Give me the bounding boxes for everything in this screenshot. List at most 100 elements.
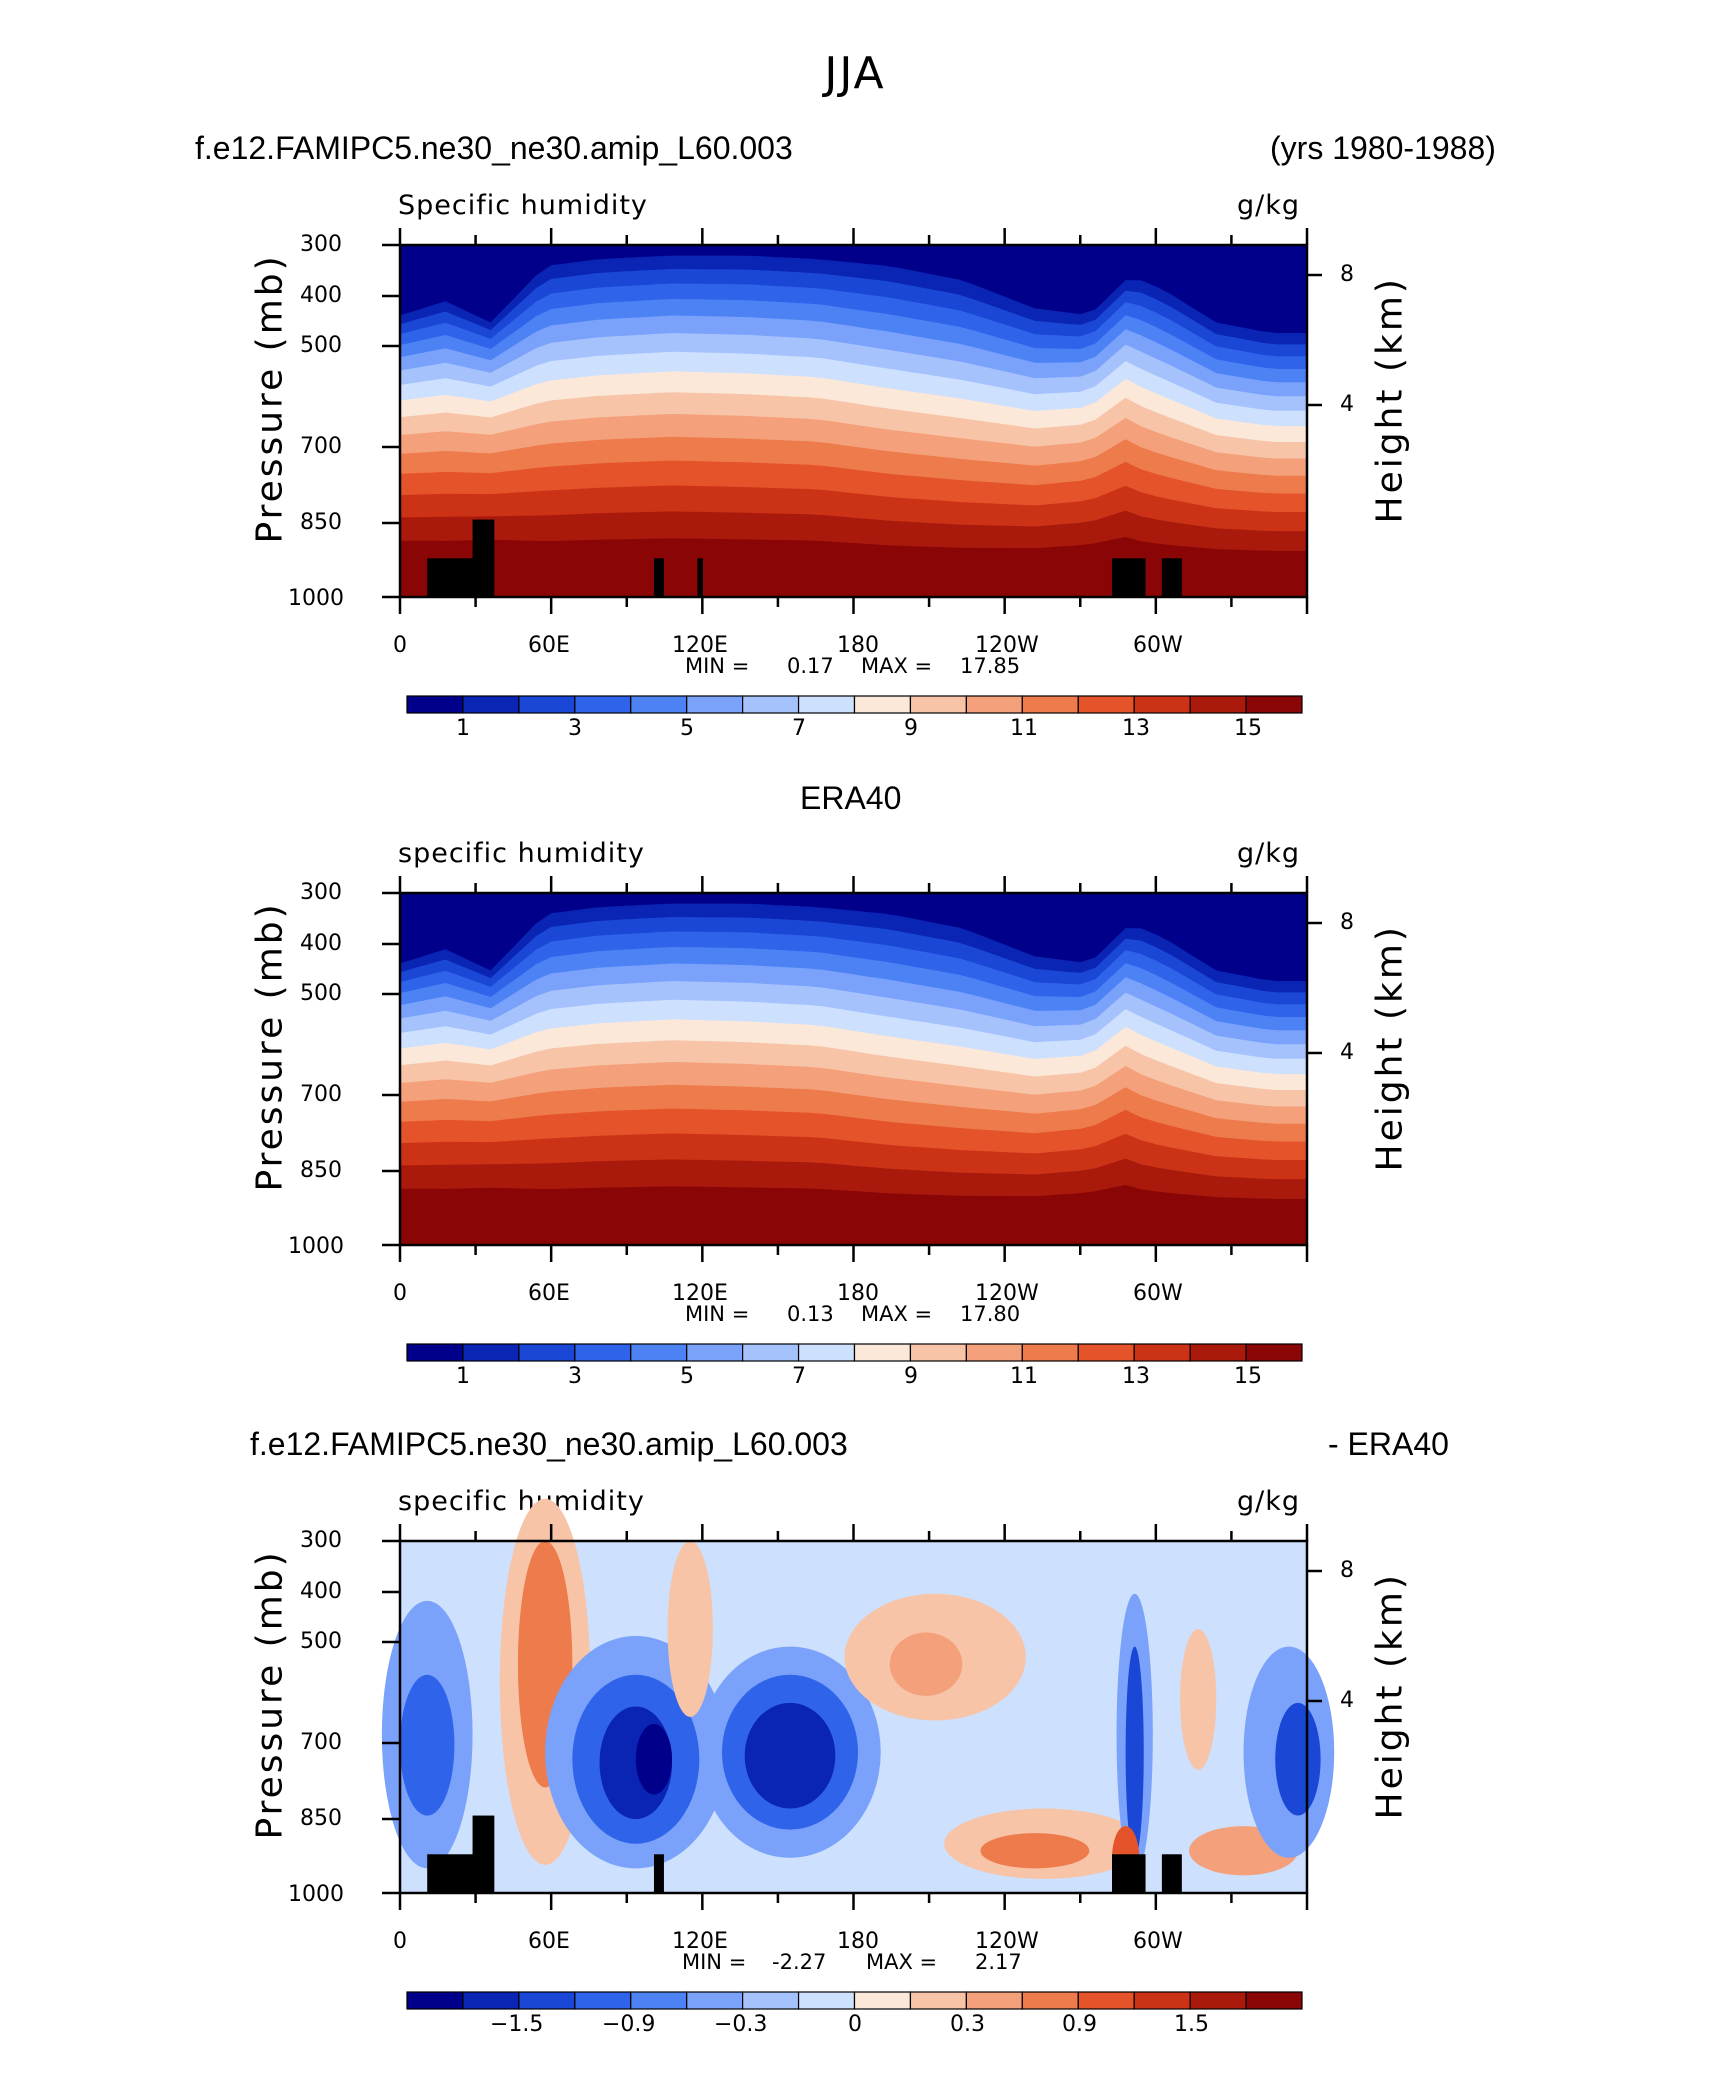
panel-1-xtick-0: 0 (393, 633, 407, 658)
panel-1-contour-field (400, 245, 1307, 597)
panel-3-units: g/kg (1237, 1486, 1301, 1517)
panel-1-colorbar-swatch (965, 695, 1023, 714)
panel-1-xtick-120w: 120W (975, 633, 1039, 658)
panel-2-subtitle: specific humidity (398, 838, 645, 869)
panel-2-colorbar-swatch (406, 1343, 464, 1362)
panel-3-ytick-1000: 1000 (288, 1882, 344, 1907)
panel-3-contour-blob (667, 1541, 713, 1717)
panel-3-ytick-700: 700 (300, 1730, 342, 1755)
panel-2-cbar-label-5: 5 (680, 1364, 694, 1389)
panel-1-colorbar-swatch (630, 695, 688, 714)
panel-1-colorbar-swatch (909, 695, 967, 714)
panel-2-xtick-180: 180 (837, 1281, 879, 1306)
panel-3-rtick-4: 4 (1340, 1688, 1354, 1713)
panel-2-cbar-label-13: 13 (1122, 1364, 1150, 1389)
panel-3-cbar-label-m0.3: −0.3 (714, 2012, 768, 2037)
panel-2-band-15 (400, 1184, 1307, 1245)
panel-3-contour-blob (635, 1724, 673, 1795)
panel-1-topography-mask (427, 558, 480, 597)
panel-2-colorbar-swatch (853, 1343, 912, 1362)
panel-2-max-label: MAX = (861, 1302, 933, 1326)
panel-1-colorbar-swatch (1021, 695, 1079, 714)
panel-2-colorbar-swatch (965, 1343, 1023, 1362)
panel-1-colorbar-swatch (742, 695, 800, 714)
panel-3-rtick-8: 8 (1340, 1558, 1354, 1583)
panel-3-topography-mask (1161, 1854, 1182, 1893)
panel-2-xtick-0: 0 (393, 1281, 407, 1306)
panel-3-colorbar-swatch (1077, 1991, 1135, 2010)
panel-1-colorbar-swatch (462, 695, 520, 714)
panel-2-cbar-label-1: 1 (456, 1364, 470, 1389)
panel-1-colorbar-swatch (518, 695, 576, 714)
panel-3-cbar-label-1.5: 1.5 (1174, 2012, 1209, 2037)
panel-1-cbar-label-11: 11 (1010, 716, 1038, 741)
panel-3-topography-mask (427, 1854, 480, 1893)
panel-3-colorbar-swatch (630, 1991, 688, 2010)
panel-2-ytick-700: 700 (300, 1082, 342, 1107)
panel-2-cbar-label-9: 9 (904, 1364, 918, 1389)
panel-3-contour-blob (889, 1632, 963, 1696)
panel-3-ytick-500: 500 (300, 1629, 342, 1654)
panel-1-ytick-700: 700 (300, 434, 342, 459)
panel-1-colorbar-swatch (797, 695, 856, 714)
panel-3-cbar-label-0.3: 0.3 (950, 2012, 985, 2037)
panel-1-ytick-1000: 1000 (288, 586, 344, 611)
panel-2-ytick-500: 500 (300, 981, 342, 1006)
panel-3-colorbar-swatch (1021, 1991, 1079, 2010)
panel-3-colorbar-swatch (797, 1991, 856, 2010)
panel-3-heading-left: f.e12.FAMIPC5.ne30_ne30.amip_L60.003 (250, 1426, 848, 1462)
panel-3-cbar-label-m1.5: −1.5 (490, 2012, 544, 2037)
panel-3-contour-blob (1180, 1629, 1217, 1770)
panel-2-colorbar-swatch (462, 1343, 520, 1362)
panel-3-topography-mask (1111, 1854, 1146, 1893)
panel-1-min-value: 0.17 (787, 654, 834, 678)
panel-3-colorbar-swatch (1189, 1991, 1247, 2010)
panel-2-colorbar-swatch (797, 1343, 856, 1362)
panel-1-units: g/kg (1237, 190, 1301, 221)
panel-1-ytick-850: 850 (300, 510, 342, 535)
panel-1-colorbar-swatch (1189, 695, 1247, 714)
figure-title: JJA (824, 48, 886, 99)
panel-2-cbar-label-3: 3 (568, 1364, 582, 1389)
panel-3-xtick-120w: 120W (975, 1929, 1039, 1954)
panel-3-colorbar-swatch (462, 1991, 520, 2010)
panel-2-xtick-120w: 120W (975, 1281, 1039, 1306)
panel-2-ytick-1000: 1000 (288, 1234, 344, 1259)
panel-3-ytick-850: 850 (300, 1806, 342, 1831)
panel-2-ytick-300: 300 (300, 880, 342, 905)
panel-2-colorbar-swatch (574, 1343, 632, 1362)
panel-1-ytick-300: 300 (300, 232, 342, 257)
panel-2-xtick-60w: 60W (1133, 1281, 1183, 1306)
panel-3-contour-field (381, 1498, 1335, 1893)
panel-2-colorbar-swatch (630, 1343, 688, 1362)
panel-2-xtick-60e: 60E (528, 1281, 570, 1306)
panel-1-colorbar-swatch (1245, 695, 1303, 714)
panel-3-xtick-0: 0 (393, 1929, 407, 1954)
panel-2-min-label: MIN = (685, 1302, 750, 1326)
panel-2-colorbar-swatch (1245, 1343, 1303, 1362)
panel-1-topography-mask (1111, 558, 1146, 597)
panel-1-topography-mask (653, 558, 664, 597)
panel-3-xtick-120e: 120E (672, 1929, 728, 1954)
panel-3-colorbar-swatch (742, 1991, 800, 2010)
panel-2-max-value: 17.80 (960, 1302, 1021, 1326)
panel-1-topography-mask (697, 558, 703, 597)
panel-1-rtick-4: 4 (1340, 392, 1354, 417)
panel-3-xtick-60e: 60E (528, 1929, 570, 1954)
panel-1-colorbar-swatch (574, 695, 632, 714)
panel-1-colorbar-swatch (686, 695, 744, 714)
panel-1-band-15 (400, 536, 1307, 597)
panel-3-max-value: 2.17 (975, 1950, 1022, 1974)
panel-3-colorbar-swatch (406, 1991, 464, 2010)
panel-3-heading-right: - ERA40 (1328, 1426, 1449, 1462)
panel-2-cbar-label-15: 15 (1234, 1364, 1262, 1389)
panel-3-max-label: MAX = (866, 1950, 938, 1974)
panel-1-cbar-label-9: 9 (904, 716, 918, 741)
panel-2-units: g/kg (1237, 838, 1301, 869)
panel-3-xtick-60w: 60W (1133, 1929, 1183, 1954)
panel-3-ytick-300: 300 (300, 1528, 342, 1553)
panel-3-colorbar-swatch (853, 1991, 912, 2010)
panel-1-xtick-180: 180 (837, 633, 879, 658)
panel-1-rtick-8: 8 (1340, 262, 1354, 287)
